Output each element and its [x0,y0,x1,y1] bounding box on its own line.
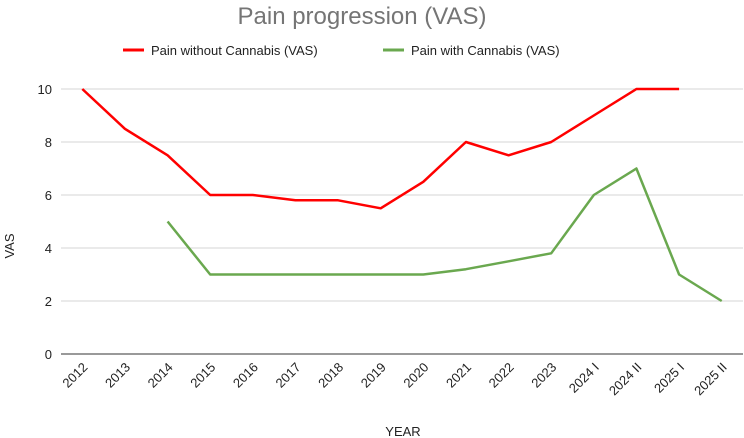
series-line-without-cannabis [81,87,680,210]
legend-item-with-cannabis: Pain with Cannabis (VAS) [383,43,560,58]
x-tick-label: 2012 [59,360,90,391]
x-tick-label: 2020 [400,360,431,391]
x-tick-label: 2022 [486,360,517,391]
y-tick-label: 10 [38,82,52,97]
x-tick-label: 2016 [230,360,261,391]
y-tick-label: 0 [45,347,52,362]
series-lines [81,87,723,303]
x-tick-label: 2021 [443,360,474,391]
x-tick-label: 2019 [358,360,389,391]
legend-label-with-cannabis: Pain with Cannabis (VAS) [411,43,560,58]
series-line-with-cannabis [166,167,723,303]
y-axis-ticks: 0 2 4 6 8 10 [38,82,52,362]
y-tick-label: 2 [45,294,52,309]
x-tick-label: 2014 [145,360,176,391]
legend-item-without-cannabis: Pain without Cannabis (VAS) [123,43,318,58]
x-axis-label: YEAR [385,424,420,438]
x-tick-label: 2015 [187,360,218,391]
y-tick-label: 6 [45,188,52,203]
x-tick-label: 2023 [528,360,559,391]
x-tick-label: 2024 II [606,360,645,399]
x-tick-label: 2024 I [566,360,602,396]
y-tick-label: 4 [45,241,52,256]
y-tick-label: 8 [45,135,52,150]
chart-title: Pain progression (VAS) [238,3,487,30]
x-tick-label: 2018 [315,360,346,391]
legend: Pain without Cannabis (VAS) Pain with Ca… [123,43,560,58]
x-tick-label: 2025 II [691,360,730,399]
x-tick-label: 2025 I [651,360,687,396]
x-tick-label: 2013 [102,360,133,391]
x-axis-ticks: 2012 2013 2014 2015 2016 2017 2018 2019 2020 2021… [59,360,729,399]
legend-label-without-cannabis: Pain without Cannabis (VAS) [151,43,318,58]
y-axis-label: VAS [2,233,17,258]
x-tick-label: 2017 [273,360,304,391]
